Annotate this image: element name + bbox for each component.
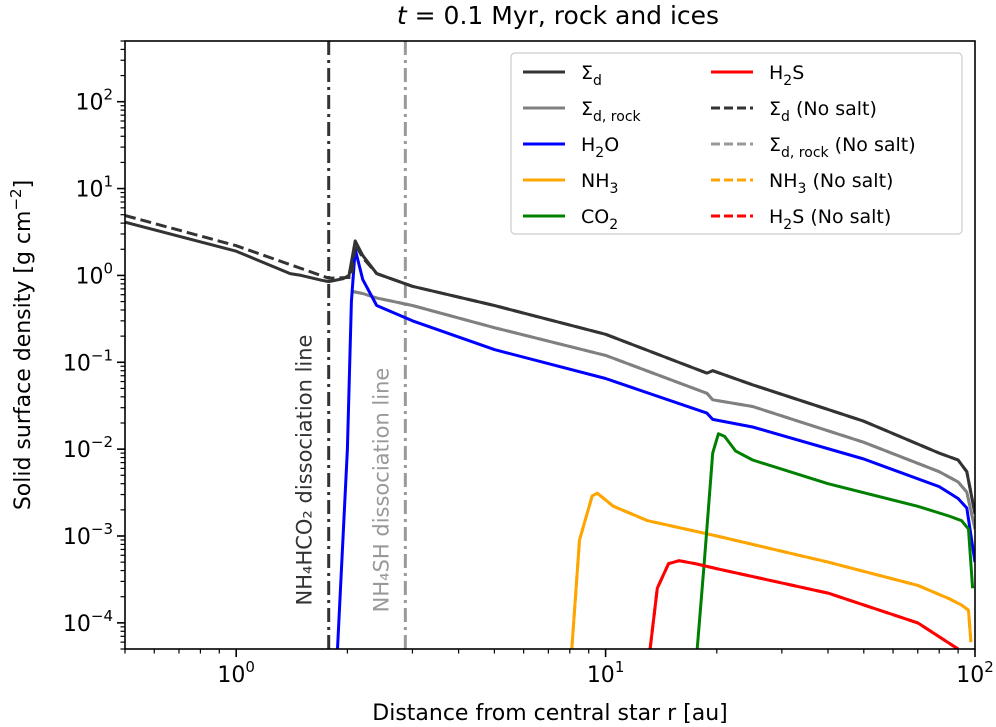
legend: Σd Σd, rock H2O NH3 CO2 H2S Σd (No salt) Σd, ro… bbox=[510, 52, 963, 235]
y-tick-label: 10−4 bbox=[63, 607, 113, 637]
legend-label-co2: CO2 bbox=[581, 206, 618, 233]
chart-title: t = 0.1 Myr, rock and ices bbox=[397, 1, 719, 30]
legend-label-h2s: H2S bbox=[769, 62, 804, 89]
series-sigma_d bbox=[125, 220, 975, 515]
series-h2s_nosalt bbox=[648, 559, 959, 649]
series-h2s bbox=[648, 559, 959, 649]
vline-labels: NH₄HCO₂ dissociation line NH₄SH dissociat… bbox=[293, 335, 394, 613]
vline-label-NH4SH: NH₄SH dissociation line bbox=[369, 368, 393, 613]
legend-label-nh3_nosalt: NH3 (No salt) bbox=[769, 170, 893, 197]
x-axis-label: Distance from central star r [au] bbox=[372, 701, 727, 726]
series-nh3_nosalt bbox=[570, 491, 973, 649]
legend-label-sigma_d_nosalt: Σd (No salt) bbox=[769, 98, 877, 125]
y-tick-label: 10−1 bbox=[63, 346, 113, 376]
x-tick-label: 102 bbox=[956, 658, 994, 688]
svg-text:Solid surface density [g cm−2]: Solid surface density [g cm−2] bbox=[7, 180, 36, 510]
series-nh3 bbox=[570, 491, 973, 649]
axes: 100 101 102 10−4 10−3 10−2 10−1 100 101 102 bbox=[63, 40, 994, 688]
y-tick-label: 102 bbox=[75, 86, 113, 116]
plot-frame bbox=[124, 40, 976, 650]
series-sigma_d_rock bbox=[351, 289, 975, 530]
series-co2 bbox=[695, 432, 975, 649]
y-tick-label: 10−3 bbox=[63, 520, 113, 550]
legend-label-h2s_nosalt: H2S (No salt) bbox=[769, 206, 891, 233]
x-tick-label: 100 bbox=[217, 658, 255, 688]
legend-label-nh3: NH3 bbox=[581, 170, 618, 197]
legend-label-h2o: H2O bbox=[581, 134, 619, 161]
legend-label-sigma_d_rock_nosalt: Σd, rock (No salt) bbox=[769, 134, 916, 161]
series-sigma_d_rock_nosalt bbox=[351, 290, 975, 530]
plot-lines bbox=[125, 41, 975, 649]
y-tick-label: 100 bbox=[75, 259, 113, 289]
vline-label-NH4HCO2: NH₄HCO₂ dissociation line bbox=[293, 335, 317, 606]
x-tick-label: 101 bbox=[587, 658, 625, 688]
legend-box bbox=[510, 52, 963, 235]
legend-label-sigma_d: Σd bbox=[581, 62, 602, 89]
y-tick-label: 10−2 bbox=[63, 433, 113, 463]
y-tick-label: 101 bbox=[75, 173, 113, 203]
legend-label-sigma_d_rock: Σd, rock bbox=[581, 98, 642, 125]
y-axis-label: Solid surface density [g cm−2] bbox=[7, 180, 36, 510]
series-sigma_d_nosalt bbox=[125, 214, 975, 515]
